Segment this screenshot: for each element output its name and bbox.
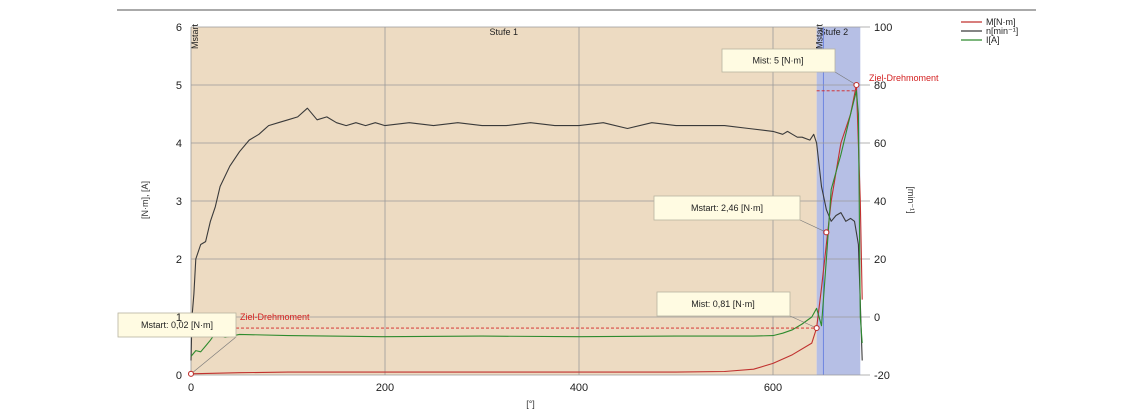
annotation-leader xyxy=(799,219,827,233)
annotation-leader xyxy=(789,315,817,329)
x-tick-label: 200 xyxy=(376,382,394,394)
annotation-text: Mstart: 2,46 [N·m] xyxy=(691,203,763,213)
y-left-tick-label: 6 xyxy=(176,22,182,34)
y-left-tick-label: 2 xyxy=(176,254,182,266)
annotation-box xyxy=(721,48,836,73)
annotation-point xyxy=(853,81,860,89)
x-tick-label: 400 xyxy=(570,382,588,394)
x-axis-label: [°] xyxy=(526,399,535,409)
y-left-tick-label: 3 xyxy=(176,196,182,208)
annotation-box xyxy=(656,291,791,317)
y-left-tick-label: 0 xyxy=(176,370,182,382)
mstart-marker-label: Mstart xyxy=(190,24,200,50)
y-right-tick-label: 0 xyxy=(874,312,880,324)
mstart-marker-label: Mstart xyxy=(815,24,825,50)
annotation-point xyxy=(187,370,195,377)
y-left-axis-label: [N·m], [A] xyxy=(140,181,150,219)
x-tick-label: 0 xyxy=(188,382,194,394)
annotation-text: Mist: 5 [N·m] xyxy=(753,56,804,66)
y-right-tick-label: 80 xyxy=(874,80,886,92)
legend-label: I[A] xyxy=(986,35,1000,45)
x-tick-label: 600 xyxy=(764,382,782,394)
annotation-leader xyxy=(834,71,857,86)
stage-label: Stufe 1 xyxy=(490,27,519,37)
y-right-axis-label: [min⁻¹] xyxy=(906,186,916,213)
legend-label: n[min⁻¹] xyxy=(986,26,1018,36)
y-right-tick-label: -20 xyxy=(874,370,890,382)
y-left-tick-label: 5 xyxy=(176,80,182,92)
y-left-tick-label: 4 xyxy=(176,138,182,150)
annotation-text: Mstart: 0,02 [N·m] xyxy=(141,320,213,330)
annotation-box xyxy=(117,312,237,338)
y-right-tick-label: 100 xyxy=(874,22,892,34)
annotation-leader xyxy=(190,336,237,375)
y-left-tick-label: 1 xyxy=(176,312,182,324)
y-right-tick-label: 40 xyxy=(874,196,886,208)
series-line-speed xyxy=(190,107,863,361)
ziel-drehmoment-label: Ziel-Drehmoment xyxy=(240,312,310,322)
annotation-point xyxy=(823,229,830,236)
annotation-box xyxy=(653,195,801,221)
y-right-tick-label: 60 xyxy=(874,138,886,150)
ziel-drehmoment-label: Ziel-Drehmoment xyxy=(869,73,939,83)
y-right-tick-label: 20 xyxy=(874,254,886,266)
annotation-point xyxy=(813,324,820,332)
stage-label: Stufe 2 xyxy=(820,27,849,37)
legend-label: M[N·m] xyxy=(986,17,1016,27)
annotation-text: Mist: 0,81 [N·m] xyxy=(691,299,755,309)
